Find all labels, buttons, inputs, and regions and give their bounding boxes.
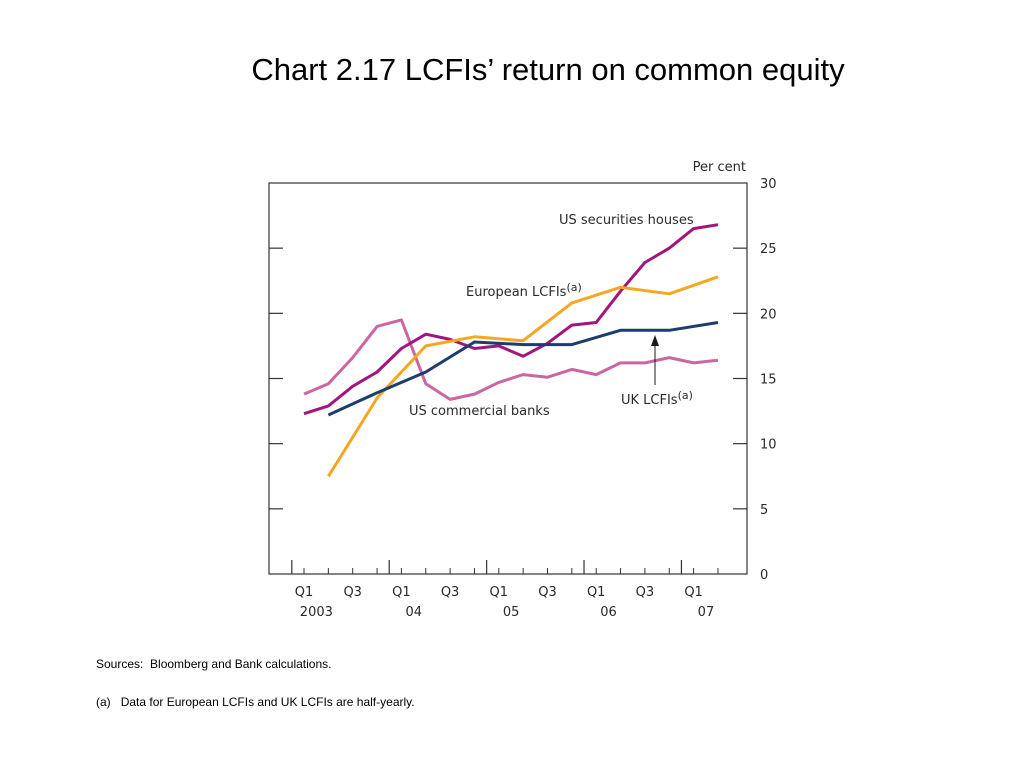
y-tick-label: 10: [760, 438, 777, 453]
y-tick-label: 0: [760, 568, 768, 583]
series-line-us-securities-houses: [303, 223, 719, 416]
sources-note: Sources: Bloomberg and Bank calculations…: [96, 657, 332, 671]
unit-label: Per cent: [693, 160, 746, 175]
footnote-a-text: Data for European LCFIs and UK LCFIs are…: [120, 695, 415, 709]
series-line-uk-lcfis: [327, 321, 719, 417]
x-tick-label: Q3: [636, 585, 655, 600]
series-label-uk-lcfis: UK LCFIs(a): [621, 389, 693, 408]
x-year-label: 06: [600, 605, 617, 620]
series-label-us-securities-houses: US securities houses: [559, 213, 694, 228]
x-tick-label: Q3: [538, 585, 557, 600]
x-axis: Q1 Q3 Q1 Q3 Q1 Q3 Q1 Q3 Q1 2003 04 05 06 07: [291, 560, 719, 620]
y-axis: 0 5 10 15 20 25 30: [269, 177, 777, 583]
series-label-us-commercial-banks: US commercial banks: [409, 404, 550, 419]
x-tick-label: Q1: [684, 585, 703, 600]
y-tick-label: 15: [760, 373, 777, 388]
x-tick-label: Q3: [343, 585, 362, 600]
x-tick-label: Q1: [587, 585, 606, 600]
footnote-a: (a) Data for European LCFIs and UK LCFIs…: [96, 695, 415, 709]
footnote-a-marker: (a): [96, 695, 111, 709]
series-layer: [303, 223, 719, 478]
y-tick-label: 25: [760, 242, 777, 257]
series-label-european-lcfis: European LCFIs(a): [466, 281, 582, 300]
y-tick-label: 5: [760, 503, 768, 518]
x-tick-label: Q1: [490, 585, 509, 600]
x-tick-label: Q3: [441, 585, 460, 600]
x-year-label: 04: [405, 605, 422, 620]
uk-lcfis-pointer-arrow: [651, 335, 659, 385]
x-tick-label: Q1: [295, 585, 314, 600]
series-line-us-commercial-banks: [303, 318, 719, 401]
y-tick-label: 20: [760, 307, 777, 322]
x-year-label: 07: [698, 605, 715, 620]
x-tick-label: Q1: [392, 585, 411, 600]
x-year-label: 2003: [300, 605, 333, 620]
y-tick-label: 30: [760, 177, 777, 192]
series-line-european-lcfis: [327, 275, 719, 478]
x-year-label: 05: [503, 605, 520, 620]
chart-title: Chart 2.17 LCFIs’ return on common equit…: [251, 52, 845, 87]
